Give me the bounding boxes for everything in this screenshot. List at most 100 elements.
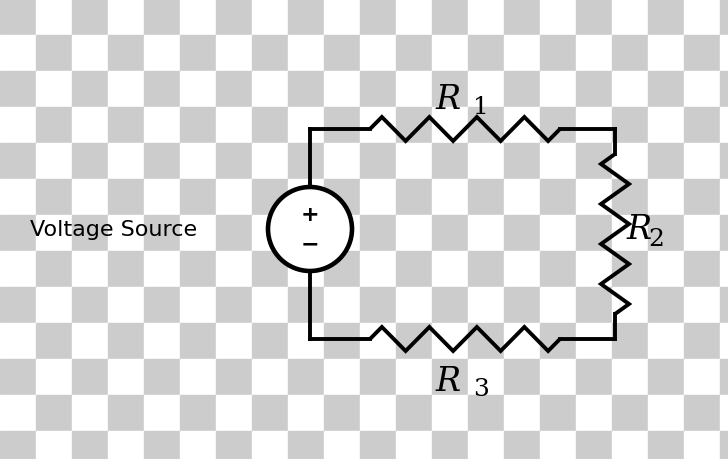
Bar — [432, 144, 468, 179]
Bar — [72, 359, 108, 395]
Bar — [648, 431, 684, 459]
Bar — [576, 359, 612, 395]
Bar — [612, 323, 648, 359]
Text: R: R — [626, 213, 651, 246]
Bar — [612, 0, 648, 36]
Bar — [684, 36, 720, 72]
Bar — [612, 252, 648, 287]
Text: −: − — [301, 234, 320, 254]
Bar — [0, 323, 36, 359]
Bar — [396, 144, 432, 179]
Bar — [216, 179, 252, 216]
Bar — [576, 0, 612, 36]
Bar — [72, 36, 108, 72]
Bar — [180, 0, 216, 36]
Bar — [648, 144, 684, 179]
Bar — [540, 179, 576, 216]
Bar — [360, 287, 396, 323]
Bar — [468, 108, 504, 144]
Bar — [468, 287, 504, 323]
Bar — [144, 179, 180, 216]
Text: 1: 1 — [473, 96, 488, 119]
Bar — [144, 431, 180, 459]
Bar — [36, 216, 72, 252]
Bar — [108, 36, 144, 72]
Bar — [720, 252, 728, 287]
Bar — [108, 395, 144, 431]
Bar — [252, 108, 288, 144]
Bar — [612, 108, 648, 144]
Bar — [144, 108, 180, 144]
Bar — [180, 395, 216, 431]
Bar — [36, 252, 72, 287]
Bar — [396, 179, 432, 216]
Bar — [612, 395, 648, 431]
Bar — [288, 323, 324, 359]
Bar — [612, 179, 648, 216]
Bar — [36, 72, 72, 108]
Bar — [648, 359, 684, 395]
Bar — [180, 179, 216, 216]
Text: 3: 3 — [473, 378, 489, 401]
Bar — [540, 359, 576, 395]
Bar — [324, 431, 360, 459]
Bar — [720, 36, 728, 72]
Bar — [144, 287, 180, 323]
Bar — [216, 287, 252, 323]
Bar — [180, 108, 216, 144]
Bar — [612, 431, 648, 459]
Bar — [216, 359, 252, 395]
Bar — [144, 72, 180, 108]
Bar — [216, 252, 252, 287]
Bar — [684, 323, 720, 359]
Bar — [576, 395, 612, 431]
Bar — [576, 287, 612, 323]
Bar — [72, 395, 108, 431]
Bar — [504, 323, 540, 359]
Bar — [180, 216, 216, 252]
Bar — [504, 287, 540, 323]
Bar — [180, 359, 216, 395]
Bar — [540, 431, 576, 459]
Bar — [324, 108, 360, 144]
Bar — [360, 252, 396, 287]
Bar — [648, 323, 684, 359]
Bar — [468, 323, 504, 359]
Bar — [504, 36, 540, 72]
Bar — [288, 72, 324, 108]
Bar — [144, 144, 180, 179]
Bar — [216, 36, 252, 72]
Bar — [216, 72, 252, 108]
Bar — [288, 431, 324, 459]
Bar — [432, 323, 468, 359]
Bar — [468, 252, 504, 287]
Bar — [432, 108, 468, 144]
Bar — [108, 144, 144, 179]
Bar — [396, 108, 432, 144]
Bar — [324, 144, 360, 179]
Bar — [504, 72, 540, 108]
Bar — [72, 323, 108, 359]
Bar — [324, 359, 360, 395]
Bar — [468, 216, 504, 252]
Bar — [684, 359, 720, 395]
Bar — [252, 252, 288, 287]
Bar — [540, 323, 576, 359]
Bar — [648, 395, 684, 431]
Bar — [36, 108, 72, 144]
Bar — [324, 72, 360, 108]
Bar — [288, 395, 324, 431]
Bar — [612, 216, 648, 252]
Bar — [72, 431, 108, 459]
Bar — [468, 144, 504, 179]
Bar — [252, 179, 288, 216]
Text: 2: 2 — [648, 228, 664, 251]
Bar — [36, 144, 72, 179]
Bar — [648, 108, 684, 144]
Bar — [396, 72, 432, 108]
Bar — [360, 144, 396, 179]
Bar — [396, 431, 432, 459]
Bar — [540, 72, 576, 108]
Bar — [576, 179, 612, 216]
Bar — [216, 395, 252, 431]
